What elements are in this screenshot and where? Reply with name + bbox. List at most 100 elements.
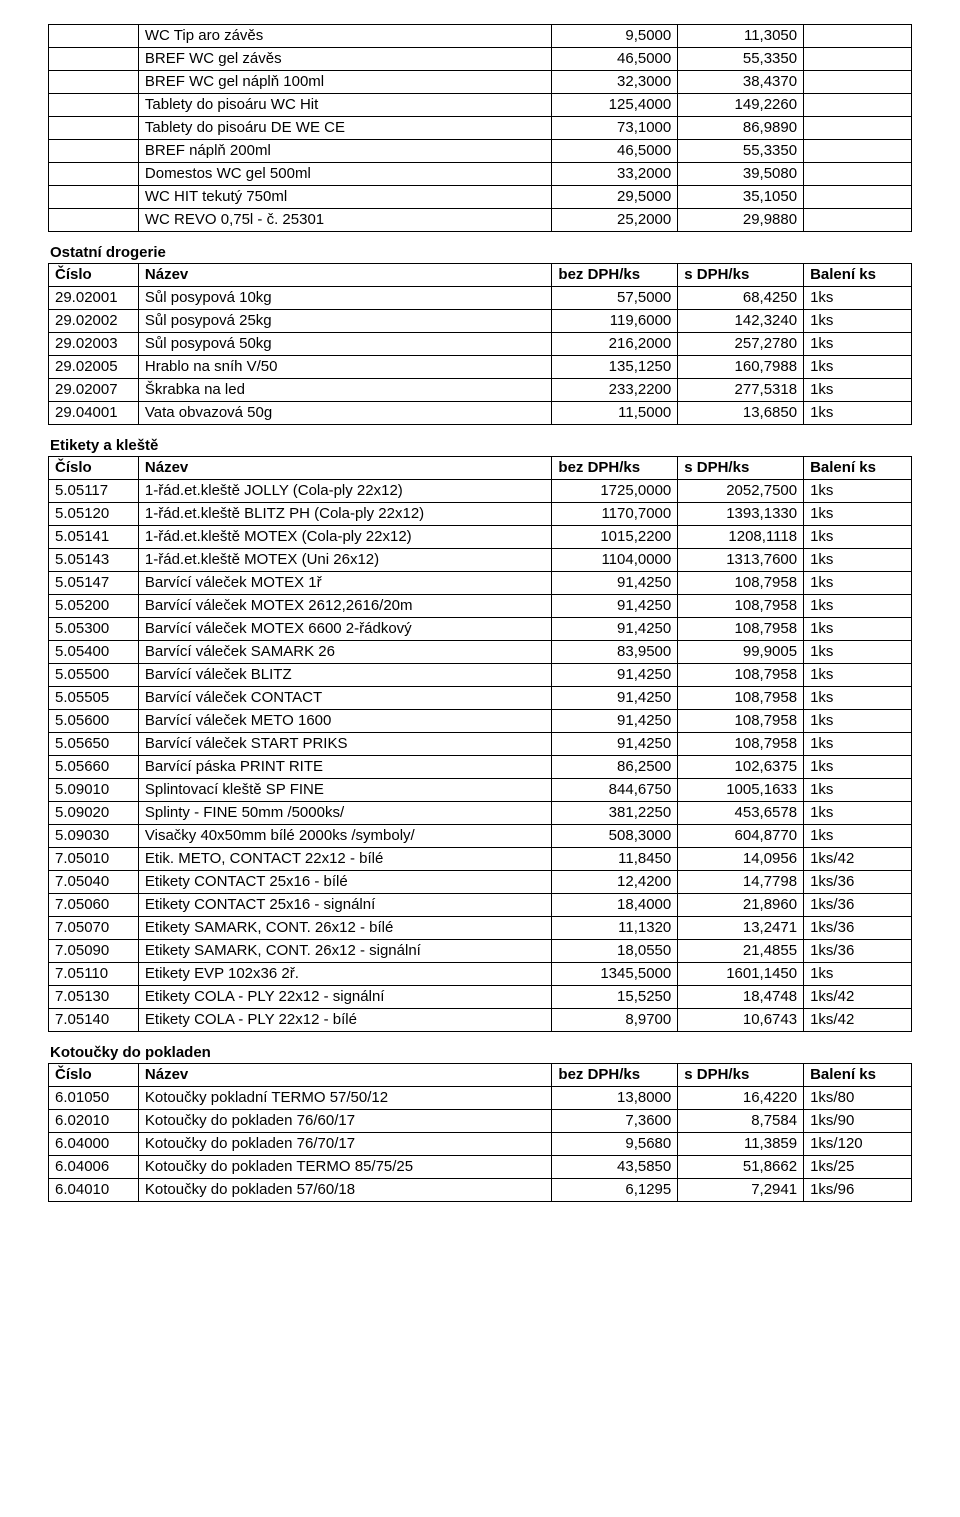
cell: 108,7958 [678,710,804,733]
cell [49,186,139,209]
cell: 13,2471 [678,917,804,940]
cell: Domestos WC gel 500ml [138,163,552,186]
cell: 6.04000 [49,1133,139,1156]
cell: 1015,2200 [552,526,678,549]
cell: 32,3000 [552,71,678,94]
cell: WC REVO 0,75l - č. 25301 [138,209,552,232]
cell: 135,1250 [552,356,678,379]
table-row: 5.05505Barvící váleček CONTACT91,4250108… [49,687,912,710]
col-header: Název [138,457,552,480]
table-row: 7.05090Etikety SAMARK, CONT. 26x12 - sig… [49,940,912,963]
cell: 91,4250 [552,664,678,687]
cell: 38,4370 [678,71,804,94]
cell: 216,2000 [552,333,678,356]
cell: 18,4000 [552,894,678,917]
cell: 5.05117 [49,480,139,503]
cell: 5.05650 [49,733,139,756]
cell: 1ks [804,618,912,641]
cell: Barvící váleček MOTEX 2612,2616/20m [138,595,552,618]
col-header: s DPH/ks [678,457,804,480]
cell: 57,5000 [552,287,678,310]
cell: Sůl posypová 25kg [138,310,552,333]
section-title: Etikety a kleště [48,437,912,454]
cell: 1ks [804,779,912,802]
cell: 1ks [804,526,912,549]
cell: 1601,1450 [678,963,804,986]
cell: 51,8662 [678,1156,804,1179]
cell: 91,4250 [552,572,678,595]
cell: 91,4250 [552,595,678,618]
cell: 7,2941 [678,1179,804,1202]
cell: 21,8960 [678,894,804,917]
table-row: 5.05600Barvící váleček METO 160091,42501… [49,710,912,733]
cell: 11,8450 [552,848,678,871]
table-row: 5.05650Barvící váleček START PRIKS91,425… [49,733,912,756]
cell: Etikety EVP 102x36 2ř. [138,963,552,986]
cell: 11,1320 [552,917,678,940]
cell: 7.05140 [49,1009,139,1032]
cell: 5.05600 [49,710,139,733]
cell: 5.05300 [49,618,139,641]
cell: 1ks/96 [804,1179,912,1202]
cell: 1005,1633 [678,779,804,802]
table-row: 5.09020Splinty - FINE 50mm /5000ks/381,2… [49,802,912,825]
cell: 160,7988 [678,356,804,379]
cell: 1ks [804,356,912,379]
cell: 29,5000 [552,186,678,209]
cell [804,117,912,140]
cell: 5.05400 [49,641,139,664]
cell: 55,3350 [678,48,804,71]
cell: Barvící váleček START PRIKS [138,733,552,756]
cell: Etikety SAMARK, CONT. 26x12 - bílé [138,917,552,940]
cell: 73,1000 [552,117,678,140]
cell: Hrablo na sníh V/50 [138,356,552,379]
cell: Barvící váleček SAMARK 26 [138,641,552,664]
cell [804,163,912,186]
cell: 29.02003 [49,333,139,356]
cell: 5.05660 [49,756,139,779]
cell: 108,7958 [678,733,804,756]
cell: 1ks [804,333,912,356]
cell: 125,4000 [552,94,678,117]
cell: 5.05500 [49,664,139,687]
table-row: 5.09010Splintovací kleště SP FINE844,675… [49,779,912,802]
table-row: 5.051201-řád.et.kleště BLITZ PH (Cola-pl… [49,503,912,526]
cell: 18,4748 [678,986,804,1009]
table-row: 7.05130Etikety COLA - PLY 22x12 - signál… [49,986,912,1009]
cell: 5.05141 [49,526,139,549]
cell: Etikety CONTACT 25x16 - bílé [138,871,552,894]
cell: 12,4200 [552,871,678,894]
cell: BREF WC gel náplň 100ml [138,71,552,94]
cell: 257,2780 [678,333,804,356]
table-row: 7.05140Etikety COLA - PLY 22x12 - bílé8,… [49,1009,912,1032]
cell: Barvící váleček CONTACT [138,687,552,710]
cell: Vata obvazová 50g [138,402,552,425]
cell: 1ks [804,963,912,986]
table-header-row: ČísloNázevbez DPH/kss DPH/ksBalení ks [49,457,912,480]
table-row: 5.051171-řád.et.kleště JOLLY (Cola-ply 2… [49,480,912,503]
cell: 8,9700 [552,1009,678,1032]
cell: 5.09030 [49,825,139,848]
table-row: 7.05040Etikety CONTACT 25x16 - bílé12,42… [49,871,912,894]
cell: Etikety COLA - PLY 22x12 - bílé [138,1009,552,1032]
cell [49,94,139,117]
cell: WC HIT tekutý 750ml [138,186,552,209]
cell: 18,0550 [552,940,678,963]
table-row: 5.05500Barvící váleček BLITZ91,4250108,7… [49,664,912,687]
cell: Visačky 40x50mm bílé 2000ks /symboly/ [138,825,552,848]
cell: 1ks [804,379,912,402]
cell: 102,6375 [678,756,804,779]
cell: 33,2000 [552,163,678,186]
cell: 277,5318 [678,379,804,402]
cell: 5.05505 [49,687,139,710]
cell: 7.05040 [49,871,139,894]
cell: Barvící váleček METO 1600 [138,710,552,733]
cell: 7.05070 [49,917,139,940]
cell: 1ks [804,402,912,425]
cell: 844,6750 [552,779,678,802]
cell: Kotoučky do pokladen 76/70/17 [138,1133,552,1156]
cell: 1725,0000 [552,480,678,503]
cell: 1313,7600 [678,549,804,572]
cell: 142,3240 [678,310,804,333]
cell: 1ks [804,641,912,664]
